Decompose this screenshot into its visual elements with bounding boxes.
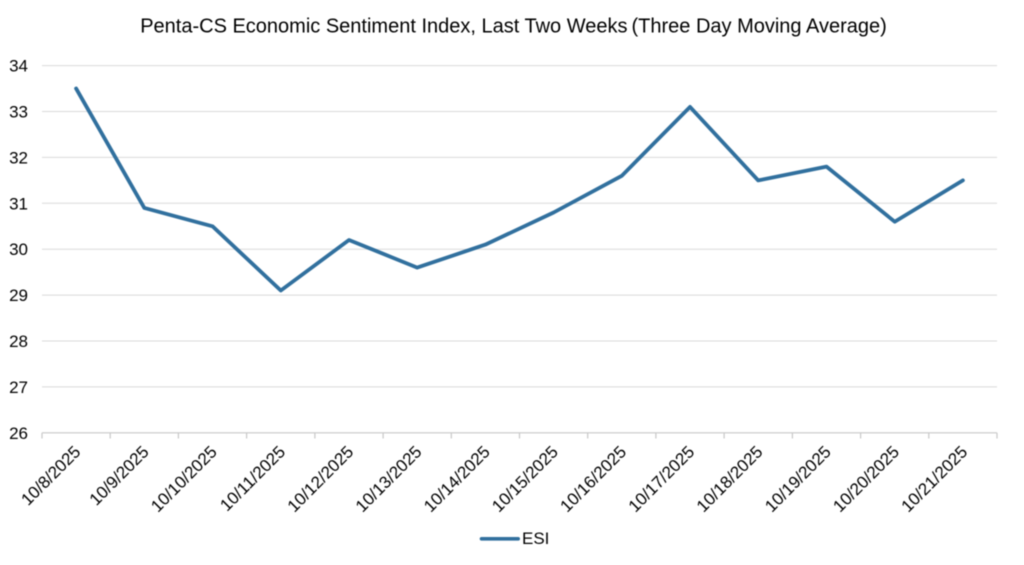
- svg-text:32: 32: [9, 148, 28, 167]
- svg-text:31: 31: [9, 194, 28, 213]
- svg-text:Penta-CS Economic Sentiment In: Penta-CS Economic Sentiment Index, Last …: [140, 16, 887, 38]
- svg-text:29: 29: [9, 286, 28, 305]
- svg-text:34: 34: [9, 57, 28, 76]
- svg-text:28: 28: [9, 332, 28, 351]
- svg-text:27: 27: [9, 378, 28, 397]
- svg-text:26: 26: [9, 424, 28, 443]
- svg-text:30: 30: [9, 240, 28, 259]
- svg-text:33: 33: [9, 103, 28, 122]
- svg-text:ESI: ESI: [522, 529, 549, 548]
